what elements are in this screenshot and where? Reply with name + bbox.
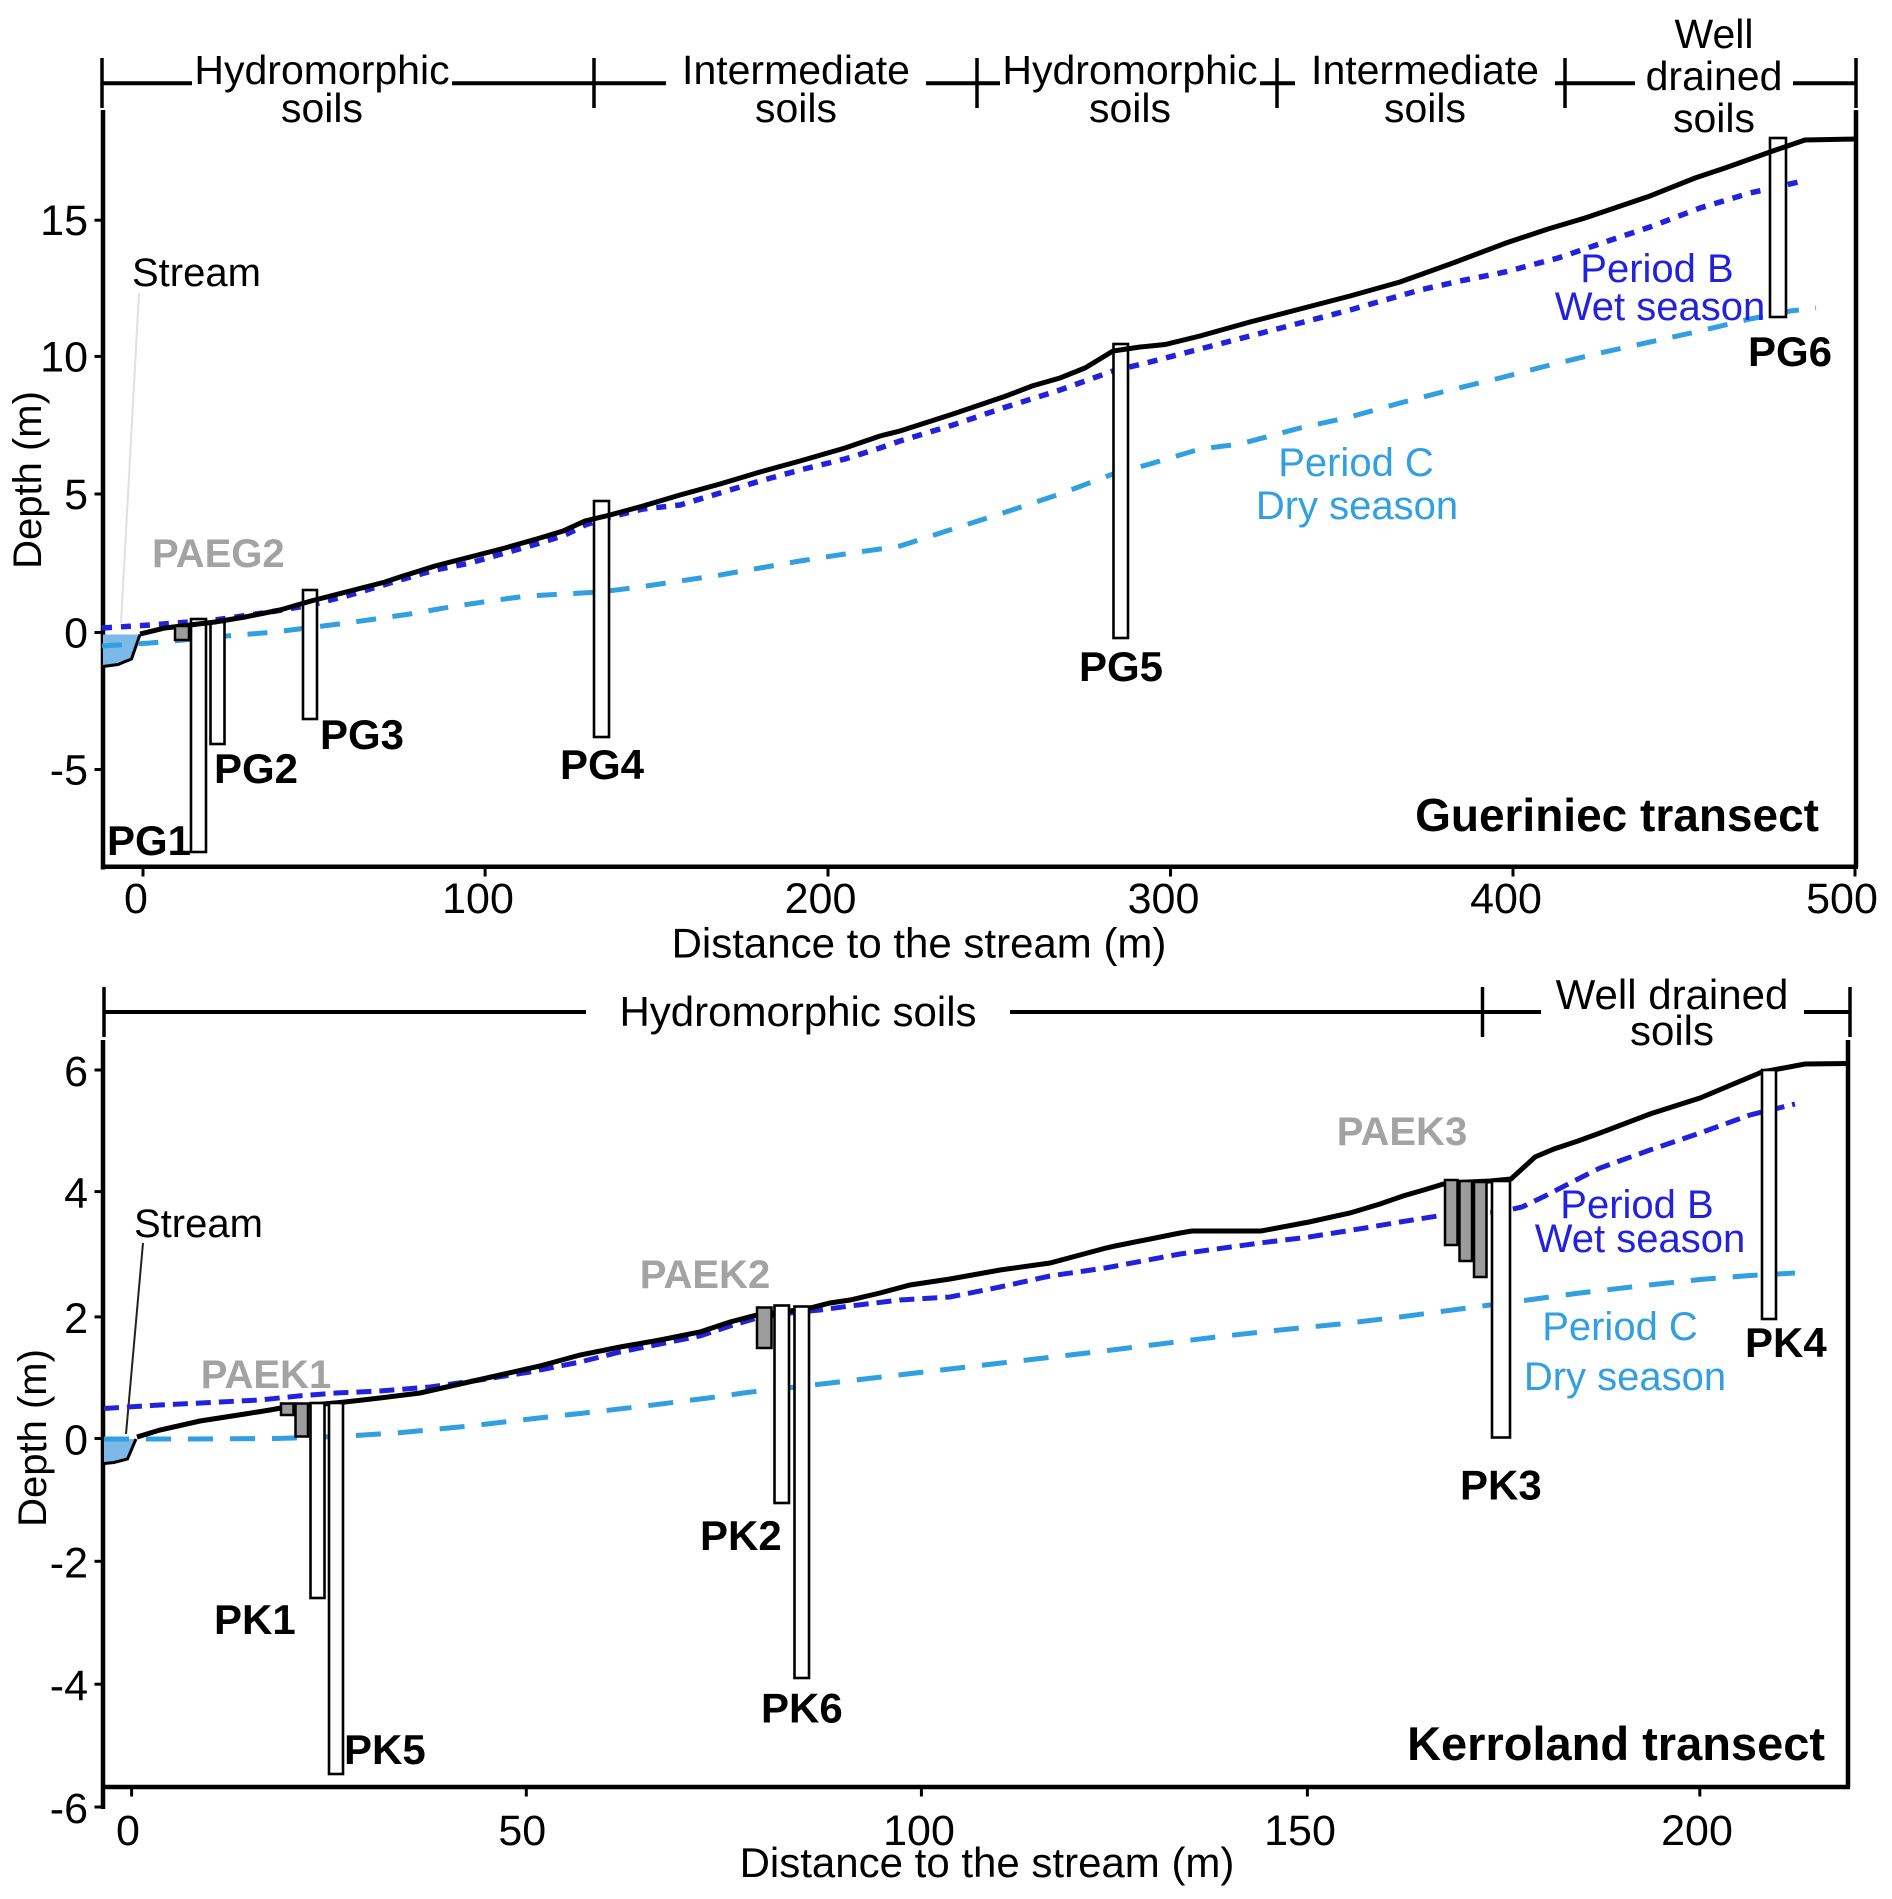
svg-text:PAEK3: PAEK3 [1337, 1110, 1467, 1154]
svg-text:400: 400 [1470, 875, 1542, 923]
svg-text:Period C: Period C [1278, 441, 1434, 485]
svg-text:drained: drained [1646, 53, 1783, 99]
svg-text:300: 300 [1128, 875, 1200, 923]
svg-text:PK2: PK2 [700, 1512, 782, 1559]
svg-text:soils: soils [1630, 1007, 1714, 1054]
svg-text:15: 15 [40, 197, 88, 245]
svg-text:-2: -2 [50, 1539, 88, 1587]
svg-text:0: 0 [64, 1417, 88, 1465]
svg-text:Kerroland transect: Kerroland transect [1407, 1717, 1825, 1770]
svg-text:Depth (m): Depth (m) [6, 391, 50, 569]
svg-text:Dry season: Dry season [1524, 1355, 1726, 1399]
svg-text:5: 5 [64, 471, 88, 519]
svg-text:PG5: PG5 [1079, 643, 1163, 690]
svg-text:PG1: PG1 [107, 817, 191, 864]
svg-text:soils: soils [755, 85, 837, 131]
svg-text:Hydromorphic: Hydromorphic [194, 47, 449, 93]
svg-text:Stream: Stream [132, 251, 261, 295]
svg-text:10: 10 [40, 333, 88, 381]
svg-text:Period B: Period B [1580, 247, 1733, 291]
svg-text:PG3: PG3 [320, 711, 404, 758]
svg-text:Distance to the stream (m): Distance to the stream (m) [672, 920, 1167, 967]
svg-text:PK4: PK4 [1745, 1319, 1827, 1366]
svg-text:Depth (m): Depth (m) [11, 1349, 55, 1527]
svg-text:Intermediate: Intermediate [1311, 47, 1539, 93]
svg-text:200: 200 [785, 875, 857, 923]
svg-text:Wet season: Wet season [1555, 285, 1766, 329]
svg-text:6: 6 [64, 1048, 88, 1096]
svg-text:soils: soils [1089, 85, 1171, 131]
svg-text:Intermediate: Intermediate [682, 47, 910, 93]
svg-text:Hydromorphic: Hydromorphic [1002, 47, 1257, 93]
svg-text:Distance to the stream (m): Distance to the stream (m) [740, 1839, 1235, 1886]
svg-text:PK5: PK5 [344, 1726, 426, 1773]
svg-text:100: 100 [442, 875, 514, 923]
svg-text:50: 50 [498, 1807, 546, 1855]
svg-text:PK3: PK3 [1460, 1462, 1542, 1509]
svg-text:500: 500 [1806, 875, 1878, 923]
svg-text:Well drained: Well drained [1556, 971, 1789, 1018]
svg-text:PAEG2: PAEG2 [152, 532, 285, 576]
svg-text:Dry season: Dry season [1256, 484, 1458, 528]
svg-text:-4: -4 [50, 1662, 88, 1710]
svg-text:-5: -5 [50, 747, 88, 795]
svg-text:0: 0 [64, 610, 88, 658]
svg-text:PG4: PG4 [560, 741, 645, 788]
svg-text:Hydromorphic soils: Hydromorphic soils [619, 988, 976, 1035]
svg-text:4: 4 [64, 1170, 88, 1218]
svg-text:PAEK2: PAEK2 [640, 1253, 770, 1297]
svg-text:Gueriniec transect: Gueriniec transect [1415, 789, 1819, 841]
svg-text:soils: soils [281, 85, 363, 131]
svg-text:soils: soils [1673, 95, 1755, 141]
svg-text:2: 2 [64, 1295, 88, 1343]
svg-text:150: 150 [1264, 1807, 1336, 1855]
svg-text:100: 100 [883, 1807, 955, 1855]
svg-text:-6: -6 [50, 1785, 88, 1833]
svg-text:Wet season: Wet season [1535, 1217, 1746, 1261]
svg-text:Period C: Period C [1542, 1305, 1698, 1349]
svg-text:Period B: Period B [1560, 1183, 1713, 1227]
svg-text:0: 0 [116, 1807, 140, 1855]
svg-text:PK1: PK1 [214, 1596, 296, 1643]
svg-text:200: 200 [1661, 1807, 1733, 1855]
svg-text:Stream: Stream [134, 1202, 263, 1246]
svg-text:soils: soils [1384, 85, 1466, 131]
svg-text:PG2: PG2 [214, 745, 298, 792]
svg-text:PG6: PG6 [1748, 328, 1832, 375]
svg-text:Well: Well [1675, 11, 1754, 57]
svg-text:PAEK1: PAEK1 [201, 1353, 331, 1397]
svg-text:0: 0 [124, 875, 148, 923]
svg-text:PK6: PK6 [761, 1685, 843, 1732]
